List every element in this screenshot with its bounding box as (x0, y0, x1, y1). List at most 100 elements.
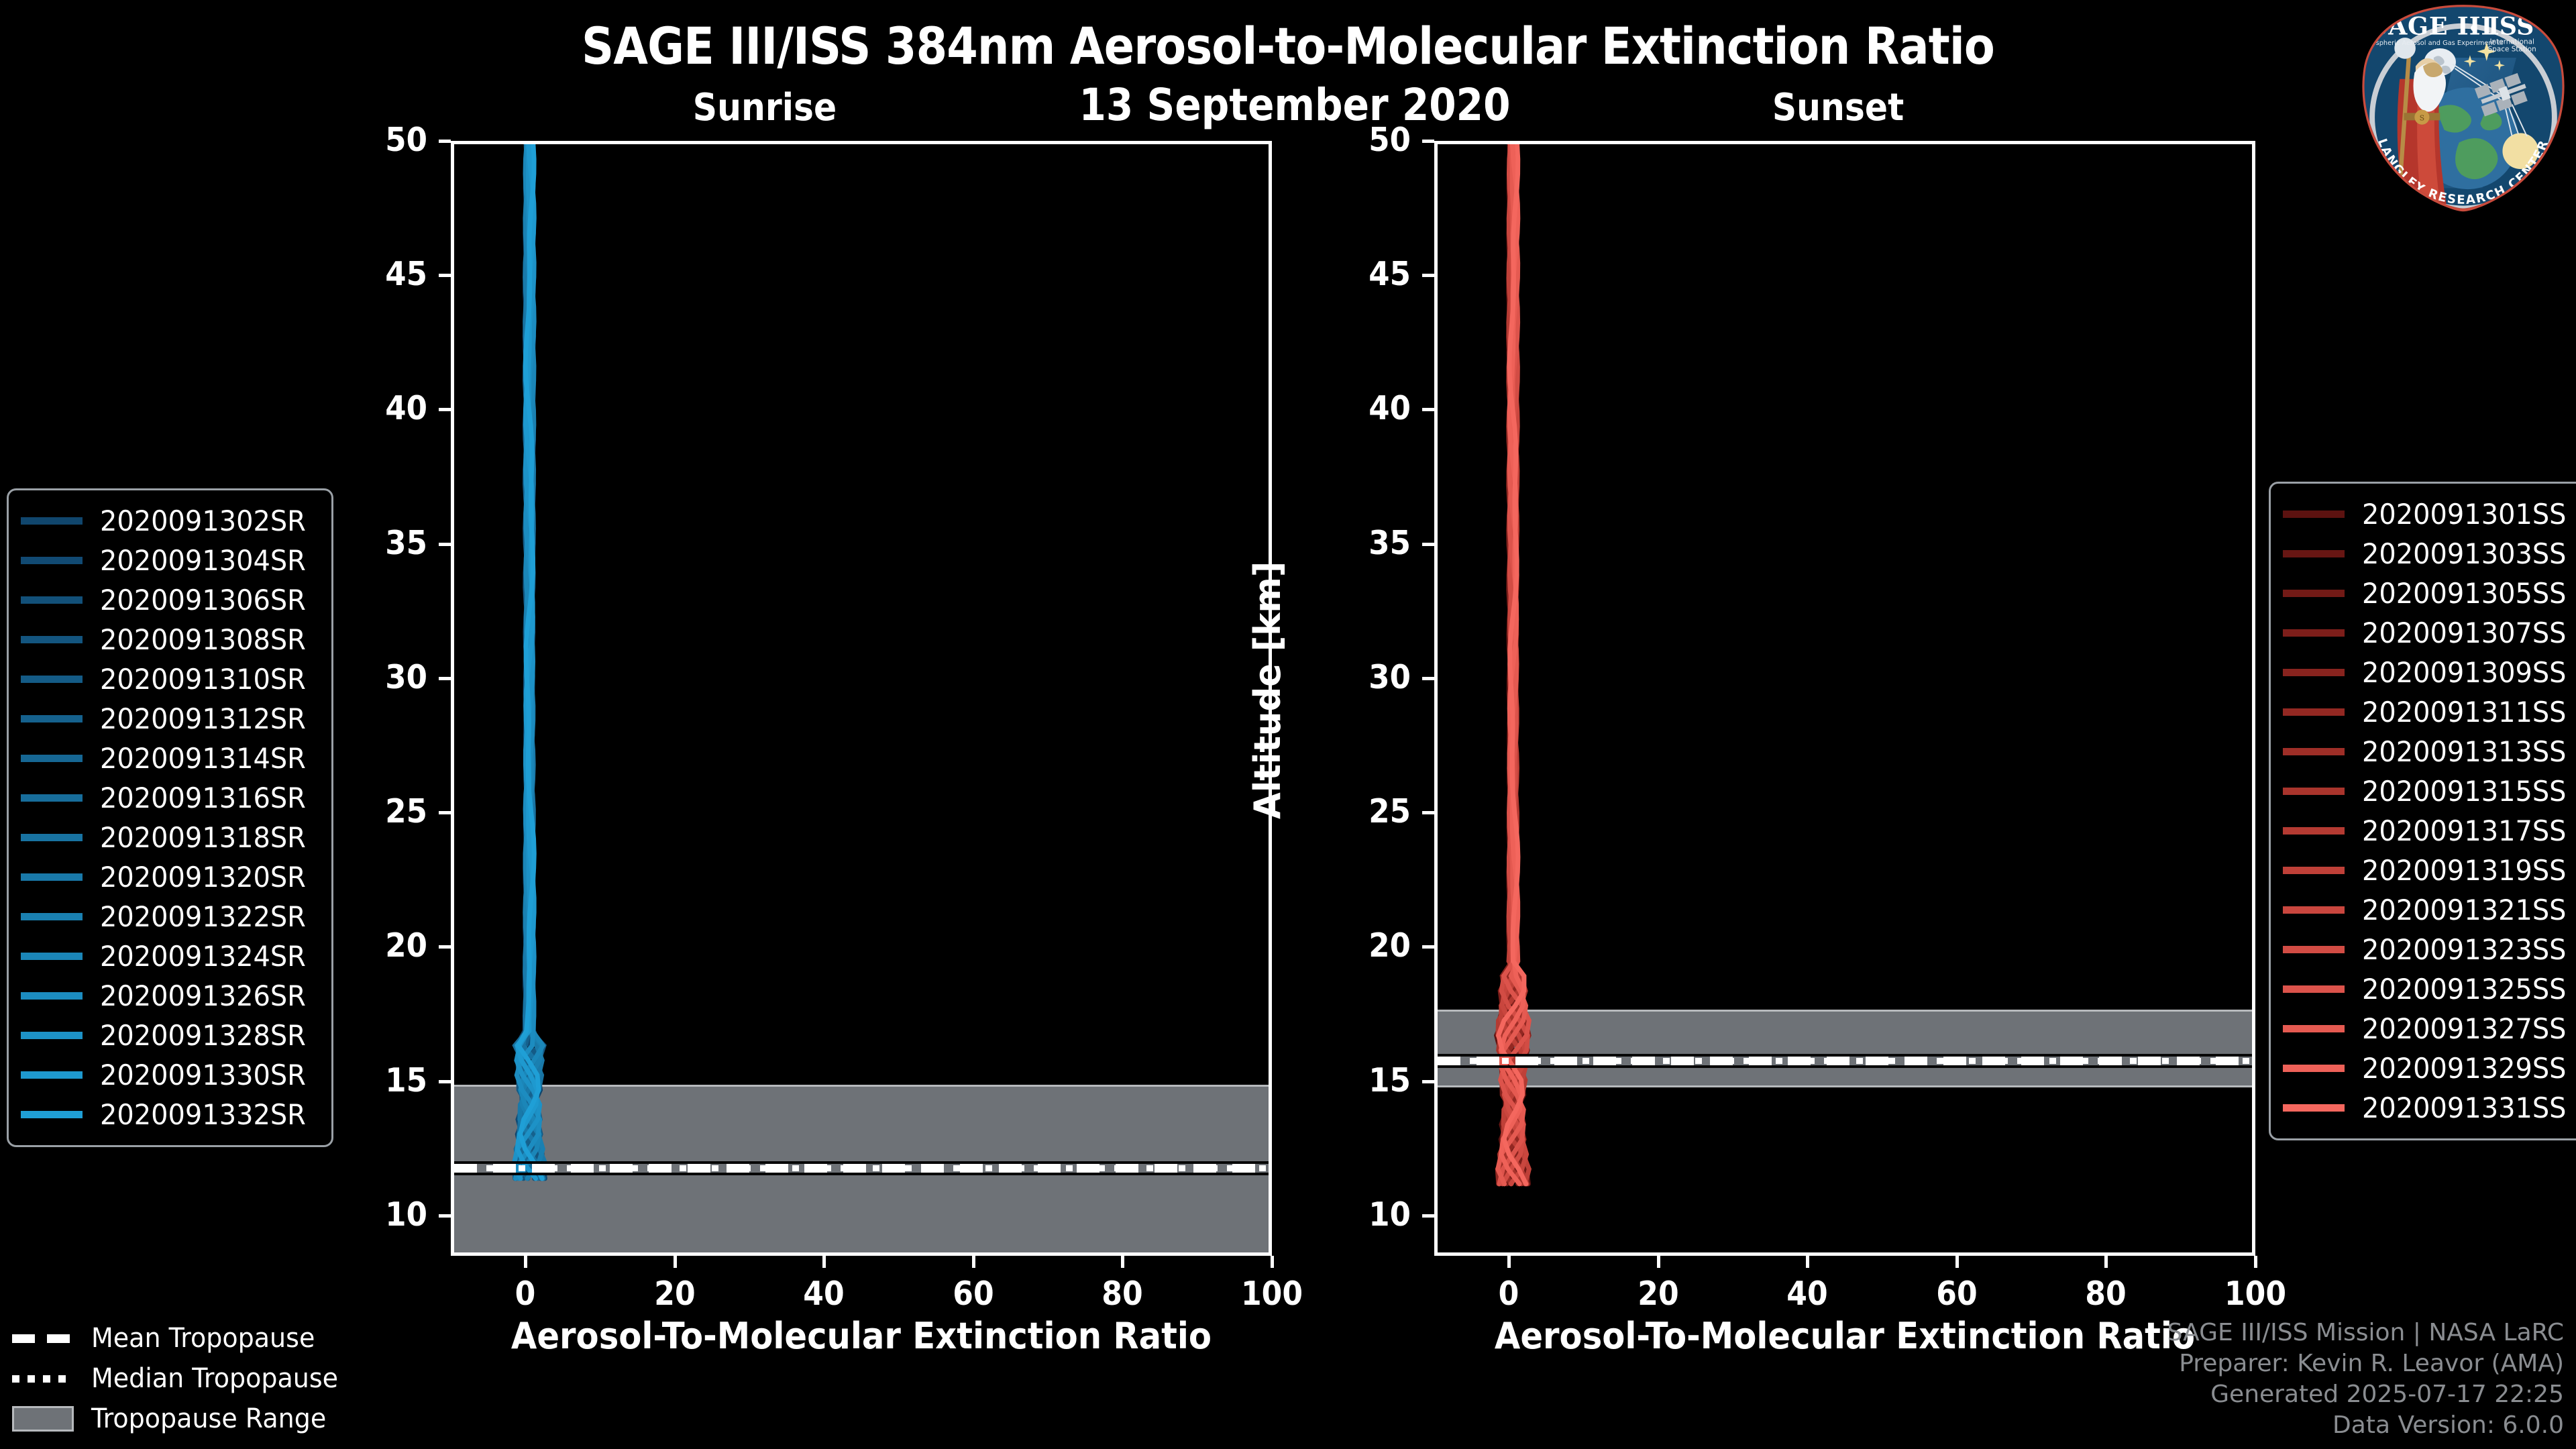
legend-item-tropopause-range: Tropopause Range (12, 1399, 351, 1439)
legend-item-event[interactable]: 2020091327SS (2283, 1009, 2576, 1049)
legend-label-event: 2020091309SS (2362, 656, 2567, 689)
legend-label-event: 2020091308SR (100, 623, 306, 656)
svg-text:International: International (2489, 38, 2534, 46)
legend-item-event[interactable]: 2020091307SS (2283, 613, 2576, 653)
legend-item-event[interactable]: 2020091317SS (2283, 811, 2576, 851)
sunrise-event-legend[interactable]: 2020091302SR 2020091304SR 2020091306SR 2020… (7, 488, 334, 1147)
legend-label-event: 2020091310SR (100, 663, 306, 696)
legend-item-event[interactable]: 2020091331SS (2283, 1088, 2576, 1128)
y-tick-mark (439, 542, 451, 546)
legend-item-event[interactable]: 2020091301SS (2283, 494, 2576, 534)
legend-item-event[interactable]: 2020091309SS (2283, 653, 2576, 692)
legend-label-event: 2020091304SR (100, 544, 306, 577)
legend-line-swatch-icon (2283, 906, 2345, 914)
legend-item-event[interactable]: 2020091324SR (21, 936, 317, 976)
legend-item-event[interactable]: 2020091312SR (21, 699, 317, 739)
legend-item-event[interactable]: 2020091302SR (21, 501, 317, 541)
x-tick-mark (2254, 1256, 2257, 1268)
legend-item-event[interactable]: 2020091314SR (21, 739, 317, 778)
legend-item-event[interactable]: 2020091318SR (21, 818, 317, 857)
x-tick-mark (1271, 1256, 1274, 1268)
y-tick-label: 30 (385, 657, 427, 696)
shaded-band-icon (12, 1406, 74, 1432)
x-tick-label: 0 (1498, 1275, 1519, 1313)
legend-item-event[interactable]: 2020091311SS (2283, 692, 2576, 732)
legend-item-median-tropopause: Median Tropopause (12, 1358, 351, 1399)
y-tick-mark (1422, 945, 1434, 949)
legend-item-event[interactable]: 2020091328SR (21, 1016, 317, 1055)
dashed-line-icon (12, 1334, 74, 1343)
legend-label-event: 2020091318SR (100, 821, 306, 854)
y-tick-mark (1422, 1079, 1434, 1083)
legend-label-event: 2020091328SR (100, 1019, 306, 1052)
x-tick-mark (1955, 1256, 1959, 1268)
y-tick-mark (439, 811, 451, 815)
profile-line (1495, 144, 1529, 1187)
legend-item-event[interactable]: 2020091323SS (2283, 930, 2576, 969)
legend-item-event[interactable]: 2020091308SR (21, 620, 317, 659)
y-tick-label: 45 (385, 255, 427, 294)
legend-item-event[interactable]: 2020091315SS (2283, 771, 2576, 811)
legend-line-swatch-icon (2283, 590, 2345, 597)
x-tick-label: 100 (2224, 1275, 2287, 1313)
legend-label-event: 2020091315SS (2362, 775, 2567, 808)
legend-label-event: 2020091330SR (100, 1059, 306, 1091)
legend-line-swatch-icon (21, 873, 83, 881)
y-tick-mark (1422, 676, 1434, 680)
legend-item-event[interactable]: 2020091329SS (2283, 1049, 2576, 1088)
legend-label-event: 2020091320SR (100, 861, 306, 894)
legend-item-event[interactable]: 2020091310SR (21, 659, 317, 699)
legend-item-event[interactable]: 2020091322SR (21, 897, 317, 936)
legend-item-event[interactable]: 2020091332SR (21, 1095, 317, 1134)
x-tick-label: 40 (803, 1275, 845, 1313)
legend-item-event[interactable]: 2020091304SR (21, 541, 317, 580)
sunrise-x-axis-title: Aerosol-To-Molecular Extinction Ratio (511, 1315, 1212, 1357)
legend-item-event[interactable]: 2020091325SS (2283, 969, 2576, 1009)
credit-line-preparer: Preparer: Kevin R. Leavor (AMA) (2179, 1349, 2564, 1377)
profile-curves (511, 144, 548, 1181)
legend-line-swatch-icon (2283, 827, 2345, 835)
legend-line-swatch-icon (2283, 788, 2345, 795)
legend-item-event[interactable]: 2020091326SR (21, 976, 317, 1016)
legend-line-swatch-icon (2283, 748, 2345, 755)
legend-line-swatch-icon (21, 1111, 83, 1118)
x-tick-label: 20 (654, 1275, 696, 1313)
legend-line-swatch-icon (2283, 629, 2345, 637)
legend-line-swatch-icon (2283, 1065, 2345, 1072)
legend-item-event[interactable]: 2020091319SS (2283, 851, 2576, 890)
x-tick-mark (1806, 1256, 1810, 1268)
x-tick-label: 80 (2085, 1275, 2127, 1313)
credit-line-mission: SAGE III/ISS Mission | NASA LaRC (2167, 1318, 2564, 1346)
legend-item-event[interactable]: 2020091316SR (21, 778, 317, 818)
legend-item-event[interactable]: 2020091313SS (2283, 732, 2576, 771)
legend-line-swatch-icon (2283, 550, 2345, 557)
legend-label-event: 2020091316SR (100, 782, 306, 814)
legend-item-event[interactable]: 2020091330SR (21, 1055, 317, 1095)
legend-label-event: 2020091301SS (2362, 498, 2567, 531)
legend-line-swatch-icon (21, 992, 83, 1000)
sunset-event-legend[interactable]: 2020091301SS 2020091303SS 2020091305SS 2020… (2269, 482, 2576, 1140)
legend-line-swatch-icon (2283, 946, 2345, 953)
legend-label-event: 2020091314SR (100, 742, 306, 775)
legend-item-event[interactable]: 2020091306SR (21, 580, 317, 620)
sunset-x-axis-title: Aerosol-To-Molecular Extinction Ratio (1494, 1315, 2196, 1357)
legend-line-swatch-icon (21, 1071, 83, 1079)
legend-line-swatch-icon (21, 715, 83, 722)
y-tick-label: 40 (1368, 389, 1411, 428)
y-tick-mark (439, 408, 451, 412)
legend-item-event[interactable]: 2020091303SS (2283, 534, 2576, 574)
svg-text:ISS: ISS (2488, 11, 2534, 40)
x-tick-label: 60 (1936, 1275, 1978, 1313)
y-tick-mark (439, 1214, 451, 1218)
legend-item-event[interactable]: 2020091305SS (2283, 574, 2576, 613)
x-tick-mark (822, 1256, 826, 1268)
legend-label-event: 2020091306SR (100, 584, 306, 616)
legend-item-event[interactable]: 2020091321SS (2283, 890, 2576, 930)
legend-label-event: 2020091321SS (2362, 894, 2567, 926)
legend-item-event[interactable]: 2020091320SR (21, 857, 317, 897)
x-tick-label: 60 (953, 1275, 994, 1313)
legend-line-swatch-icon (2283, 1104, 2345, 1112)
y-tick-mark (439, 140, 451, 143)
legend-line-swatch-icon (2283, 985, 2345, 993)
